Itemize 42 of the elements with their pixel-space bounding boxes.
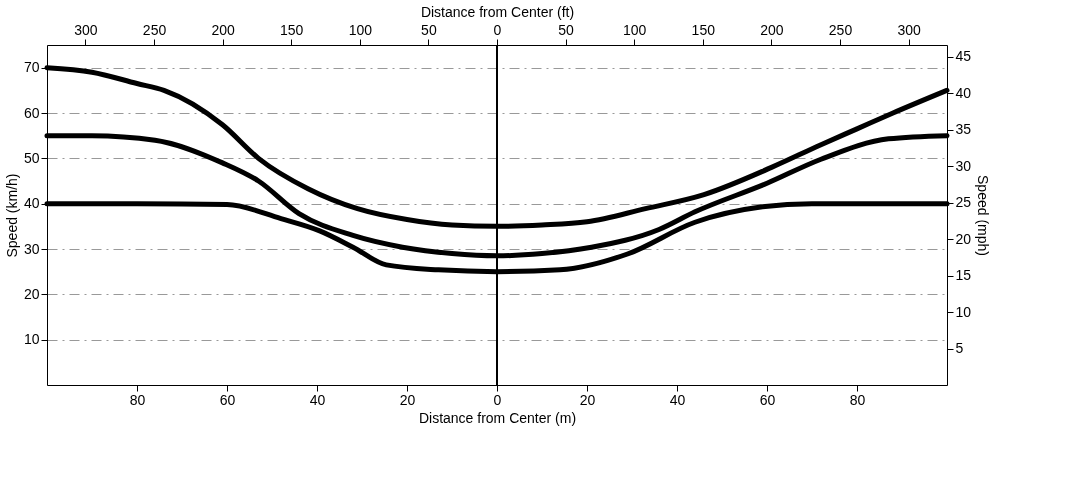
y-tick-label: 70 [23,59,40,76]
y2-tick-label: 35 [955,121,972,138]
x2-tick-label: 150 [691,21,716,38]
x-tick-label: 20 [399,391,416,408]
x2-tick-label: 200 [760,21,784,38]
x2-tick-label: 300 [897,21,921,38]
y2-tick-label: 30 [955,157,972,174]
x2-tick-label: 100 [348,21,373,38]
y-tick-label: 60 [23,104,40,121]
y2-tick-label: 40 [955,84,972,101]
y-tick-label: 30 [23,240,40,257]
y2-tick-label: 20 [955,230,972,247]
x2-tick-label: 50 [421,21,437,38]
y-tick-label: 50 [23,149,40,166]
x-tick-label: 80 [129,391,146,408]
x2-tick-label: 100 [623,21,647,38]
x2-tick-label: 0 [493,21,502,38]
y2-tick-label: 10 [955,303,972,320]
x2-tick-label: 250 [828,21,853,38]
y2-tick-label: 5 [955,340,964,357]
x-tick-label: 60 [759,391,776,408]
x-tick-label: 0 [493,391,502,408]
y2-tick-label: 25 [955,194,972,211]
x-tick-label: 60 [219,391,236,408]
x2-tick-label: 200 [211,21,235,38]
x-tick-label: 40 [309,391,326,408]
x2-axis-title: Distance from Center (ft) [420,3,575,20]
x2-tick-label: 150 [280,21,304,38]
x-tick-label: 80 [849,391,866,408]
y-tick-label: 10 [23,331,40,348]
x2-tick-label: 250 [142,21,167,38]
y2-axis-title: Speed (mph) [975,175,992,256]
x-tick-label: 20 [579,391,596,408]
y-axis-title: Speed (km/h) [3,173,20,258]
x-tick-label: 40 [669,391,686,408]
x-axis-title: Distance from Center (m) [418,409,577,426]
y-tick-label: 20 [23,285,40,302]
x2-tick-label: 300 [74,21,98,38]
y-tick-label: 40 [23,195,40,212]
x2-tick-label: 50 [558,21,575,38]
y2-tick-label: 45 [955,48,972,65]
y2-tick-label: 15 [955,267,972,284]
